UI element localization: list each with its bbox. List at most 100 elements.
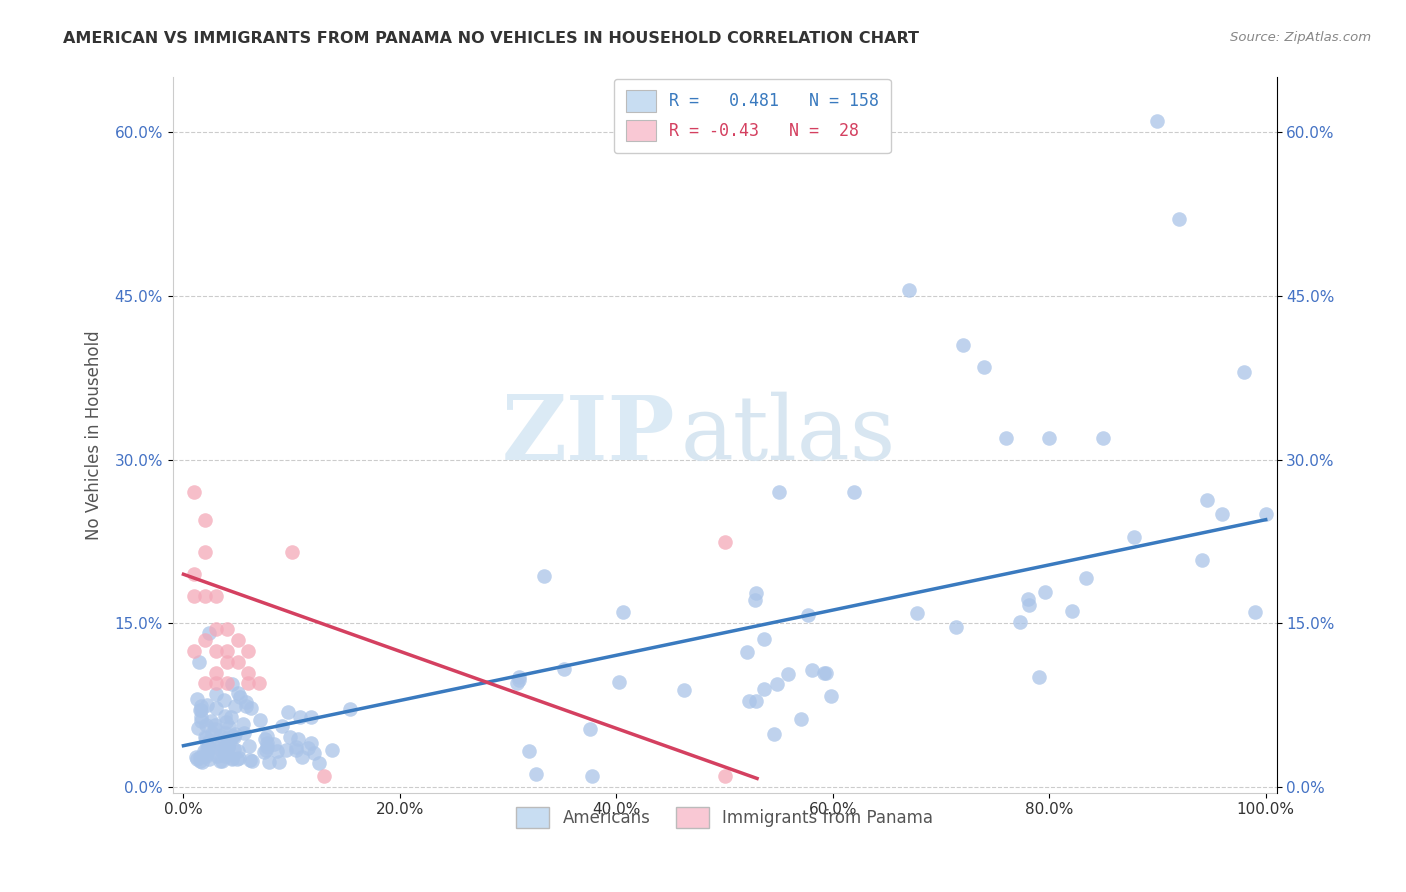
Point — [612, 605, 634, 619]
Point — [215, 714, 238, 729]
Point — [321, 742, 343, 756]
Point — [249, 713, 271, 727]
Y-axis label: No Vehicles in Household: No Vehicles in Household — [86, 330, 103, 540]
Point — [235, 698, 257, 713]
Point — [187, 721, 209, 735]
Point — [1168, 212, 1191, 227]
Point — [308, 756, 330, 770]
Point — [194, 730, 217, 744]
Point — [253, 746, 276, 760]
Point — [269, 755, 291, 769]
Point — [209, 742, 232, 756]
Point — [224, 698, 246, 713]
Point — [553, 662, 575, 676]
Point — [297, 741, 319, 756]
Point — [1233, 365, 1256, 379]
Point — [945, 620, 967, 634]
Point — [285, 740, 308, 755]
Point — [201, 726, 224, 740]
Point — [186, 691, 208, 706]
Point — [190, 710, 212, 724]
Point — [194, 632, 217, 647]
Point — [215, 655, 238, 669]
Point — [1008, 615, 1031, 629]
Point — [1197, 492, 1219, 507]
Point — [713, 769, 735, 783]
Point — [221, 710, 243, 724]
Point — [205, 665, 228, 680]
Point — [184, 750, 207, 764]
Point — [214, 748, 236, 763]
Point — [222, 742, 245, 756]
Point — [194, 545, 217, 559]
Point — [288, 710, 311, 724]
Point — [221, 751, 243, 765]
Point — [240, 701, 263, 715]
Point — [221, 729, 243, 743]
Text: Source: ZipAtlas.com: Source: ZipAtlas.com — [1230, 31, 1371, 45]
Point — [218, 733, 240, 747]
Point — [191, 755, 214, 769]
Text: AMERICAN VS IMMIGRANTS FROM PANAMA NO VEHICLES IN HOUSEHOLD CORRELATION CHART: AMERICAN VS IMMIGRANTS FROM PANAMA NO VE… — [63, 31, 920, 46]
Point — [208, 754, 231, 768]
Point — [183, 643, 205, 657]
Point — [186, 752, 208, 766]
Point — [190, 714, 212, 728]
Point — [228, 686, 250, 700]
Point — [797, 607, 820, 622]
Point — [193, 744, 215, 758]
Text: atlas: atlas — [681, 392, 896, 479]
Point — [897, 284, 920, 298]
Point — [291, 749, 314, 764]
Point — [1254, 507, 1277, 521]
Point — [215, 739, 238, 753]
Point — [790, 712, 813, 726]
Point — [205, 589, 228, 603]
Point — [1211, 507, 1233, 521]
Point — [754, 681, 776, 696]
Point — [205, 622, 228, 636]
Point — [188, 655, 211, 669]
Point — [1028, 670, 1050, 684]
Point — [188, 749, 211, 764]
Point — [247, 676, 270, 690]
Point — [232, 717, 254, 731]
Point — [254, 731, 277, 746]
Point — [218, 720, 240, 734]
Point — [228, 751, 250, 765]
Point — [768, 485, 790, 500]
Point — [204, 723, 226, 737]
Point — [194, 589, 217, 603]
Point — [713, 534, 735, 549]
Point — [204, 718, 226, 732]
Point — [766, 676, 789, 690]
Point — [508, 670, 530, 684]
Point — [195, 718, 218, 732]
Point — [238, 676, 260, 690]
Point — [195, 698, 218, 713]
Point — [533, 569, 555, 583]
Point — [815, 665, 838, 680]
Point — [744, 593, 766, 607]
Point — [214, 708, 236, 723]
Point — [1122, 530, 1144, 544]
Point — [801, 663, 824, 677]
Point — [238, 643, 260, 657]
Point — [226, 744, 249, 758]
Point — [266, 744, 288, 758]
Point — [205, 676, 228, 690]
Point — [745, 586, 768, 600]
Point — [194, 676, 217, 690]
Point — [183, 589, 205, 603]
Point — [232, 725, 254, 739]
Point — [205, 643, 228, 657]
Point — [1038, 431, 1060, 445]
Point — [240, 754, 263, 768]
Point — [190, 703, 212, 717]
Point — [215, 622, 238, 636]
Point — [1092, 431, 1115, 445]
Point — [208, 736, 231, 750]
Point — [299, 709, 322, 723]
Point — [238, 665, 260, 680]
Point — [1018, 599, 1040, 613]
